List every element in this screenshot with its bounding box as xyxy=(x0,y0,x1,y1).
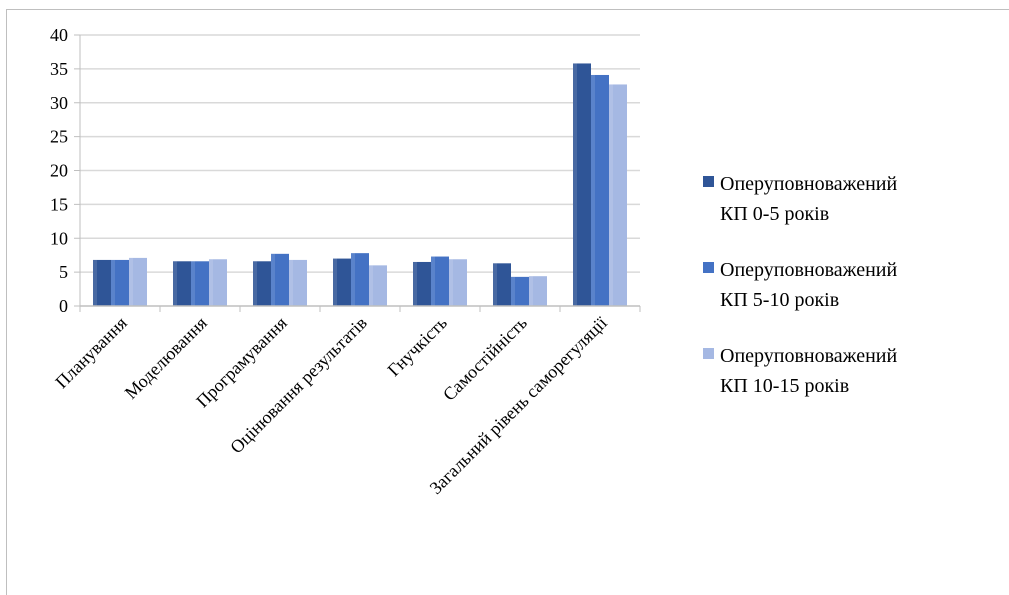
legend-label: КП 5-10 років xyxy=(720,289,839,311)
bar-highlight xyxy=(209,259,213,306)
bar-highlight xyxy=(609,84,613,306)
x-category-label: Загальний рівень саморегуляції xyxy=(426,313,611,498)
bar-highlight xyxy=(511,277,515,306)
y-tick-label: 10 xyxy=(50,228,68,248)
bar-highlight xyxy=(111,260,115,306)
y-axis: 0 5 10 15 20 25 30 35 40 xyxy=(50,25,80,316)
gridlines xyxy=(80,35,640,272)
bar-highlight xyxy=(93,260,97,306)
bar-highlight xyxy=(529,276,533,306)
bar-highlight xyxy=(431,257,435,306)
bar-highlight xyxy=(253,261,257,306)
legend-swatch xyxy=(703,176,714,187)
bar-highlight xyxy=(191,261,195,306)
bar-highlight xyxy=(591,75,595,306)
x-category-label: Планування xyxy=(51,313,130,392)
x-category-label: Моделювання xyxy=(121,313,211,403)
bar-highlight xyxy=(573,63,577,306)
y-tick-label: 5 xyxy=(59,262,68,282)
legend-label: КП 10-15 років xyxy=(720,375,849,397)
x-category-label: Самостійність xyxy=(439,313,531,405)
bars xyxy=(93,63,627,306)
y-tick-label: 15 xyxy=(50,194,68,214)
y-tick-label: 40 xyxy=(50,25,68,45)
bar-highlight xyxy=(129,258,133,306)
bar-highlight xyxy=(333,259,337,306)
bar-highlight xyxy=(289,260,293,306)
bar-highlight xyxy=(173,261,177,306)
bar-highlight xyxy=(449,259,453,306)
bar-highlight xyxy=(413,262,417,306)
x-category-label: Гнучкість xyxy=(383,313,450,380)
legend: Оперуповноважений КП 0-5 років Оперуповнов… xyxy=(703,173,898,397)
legend-label: КП 0-5 років xyxy=(720,203,829,225)
y-tick-label: 35 xyxy=(50,59,68,79)
bar-highlight xyxy=(351,253,355,306)
y-tick-label: 20 xyxy=(50,161,68,181)
y-tick-label: 0 xyxy=(59,296,68,316)
legend-label: Оперуповноважений xyxy=(720,173,898,195)
bar-highlight xyxy=(271,254,275,306)
legend-swatch xyxy=(703,262,714,273)
bar-highlight xyxy=(369,265,373,306)
x-axis: ПлануванняМоделюванняПрограмуванняОцінюв… xyxy=(51,306,640,498)
legend-swatch xyxy=(703,348,714,359)
y-tick-label: 25 xyxy=(50,127,68,147)
x-category-label: Оцінювання результатів xyxy=(226,313,371,458)
y-tick-label: 30 xyxy=(50,93,68,113)
legend-label: Оперуповноважений xyxy=(720,345,898,367)
bar-highlight xyxy=(493,263,497,306)
legend-label: Оперуповноважений xyxy=(720,259,898,281)
